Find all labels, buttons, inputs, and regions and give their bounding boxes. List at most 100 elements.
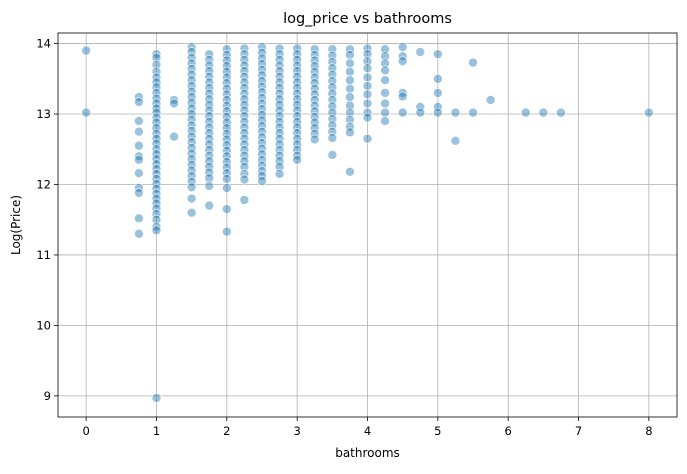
data-point [327, 150, 338, 160]
data-point [362, 112, 373, 123]
data-point [274, 128, 285, 138]
data-point [309, 100, 320, 111]
x-tick-label: 8 [645, 424, 652, 438]
data-point [292, 66, 302, 76]
data-point [134, 126, 144, 137]
x-tick-label: 0 [82, 424, 89, 438]
data-point [380, 107, 390, 118]
data-point [257, 70, 267, 81]
data-point [186, 64, 197, 74]
data-point [257, 115, 267, 126]
data-point [380, 98, 390, 109]
data-point [274, 162, 285, 172]
data-point [362, 81, 373, 91]
data-point [485, 95, 496, 105]
data-point [345, 83, 355, 94]
data-point [186, 114, 197, 125]
data-point [257, 42, 267, 52]
data-point [204, 200, 215, 211]
data-point [257, 132, 267, 143]
data-point [274, 122, 285, 133]
data-point [309, 61, 320, 71]
y-tick-label: 14 [36, 37, 51, 51]
data-point [151, 117, 162, 128]
data-point [380, 58, 390, 69]
data-point [151, 214, 162, 225]
data-point [204, 88, 215, 99]
data-point [362, 89, 373, 100]
chart-title: log_price vs bathrooms [283, 11, 452, 27]
data-point [257, 155, 267, 165]
data-point [222, 66, 232, 77]
data-point [134, 116, 144, 126]
data-point [239, 77, 250, 88]
data-point [204, 145, 215, 155]
data-point [257, 53, 267, 64]
x-tick-label: 1 [153, 424, 160, 438]
data-point [204, 66, 215, 76]
data-point [327, 133, 338, 143]
data-point [380, 44, 390, 55]
data-point [309, 89, 320, 100]
data-point [292, 139, 302, 150]
data-point [151, 154, 162, 164]
data-point [222, 112, 232, 122]
data-point [257, 109, 267, 120]
data-point [222, 83, 232, 94]
data-point [274, 111, 285, 121]
data-point [309, 83, 320, 94]
data-point [257, 126, 267, 137]
data-point [274, 133, 285, 144]
data-point [204, 181, 215, 191]
data-point [520, 107, 531, 118]
data-point [204, 94, 215, 105]
data-point [345, 114, 355, 125]
data-point [433, 73, 443, 84]
data-point [257, 104, 267, 114]
data-point [309, 66, 320, 77]
data-point [292, 155, 302, 165]
data-point [309, 134, 320, 145]
data-point [292, 122, 302, 133]
data-point [274, 150, 285, 161]
data-point [274, 60, 285, 71]
data-point [257, 149, 267, 159]
data-point [274, 54, 285, 65]
data-point [186, 148, 197, 159]
data-point [204, 133, 215, 144]
data-point [222, 44, 232, 55]
data-point [345, 107, 355, 118]
data-point [309, 106, 320, 117]
data-point [151, 66, 162, 77]
data-point [538, 107, 549, 118]
data-point [204, 60, 215, 71]
data-point [257, 160, 267, 171]
data-point [134, 151, 144, 162]
data-point [151, 159, 162, 169]
data-point [257, 166, 267, 176]
data-point [362, 43, 373, 54]
data-point [204, 49, 215, 59]
data-point [292, 128, 302, 138]
x-tick-label: 7 [575, 424, 582, 438]
data-point [274, 71, 285, 82]
data-point [186, 131, 197, 142]
data-point [397, 107, 408, 118]
data-point [257, 81, 267, 92]
data-point [415, 102, 426, 112]
data-point [239, 100, 250, 110]
data-point [151, 174, 162, 184]
data-point [274, 156, 285, 167]
y-axis-label: Log(Price) [9, 195, 23, 255]
data-point [204, 162, 215, 172]
data-point [274, 105, 285, 116]
data-point [222, 174, 232, 184]
data-point [257, 93, 267, 103]
data-point [362, 107, 373, 118]
data-point [186, 165, 197, 176]
data-point [151, 107, 162, 118]
data-point [239, 83, 250, 93]
data-point [204, 139, 215, 150]
data-point [222, 128, 232, 139]
y-tick-label: 10 [36, 318, 51, 332]
